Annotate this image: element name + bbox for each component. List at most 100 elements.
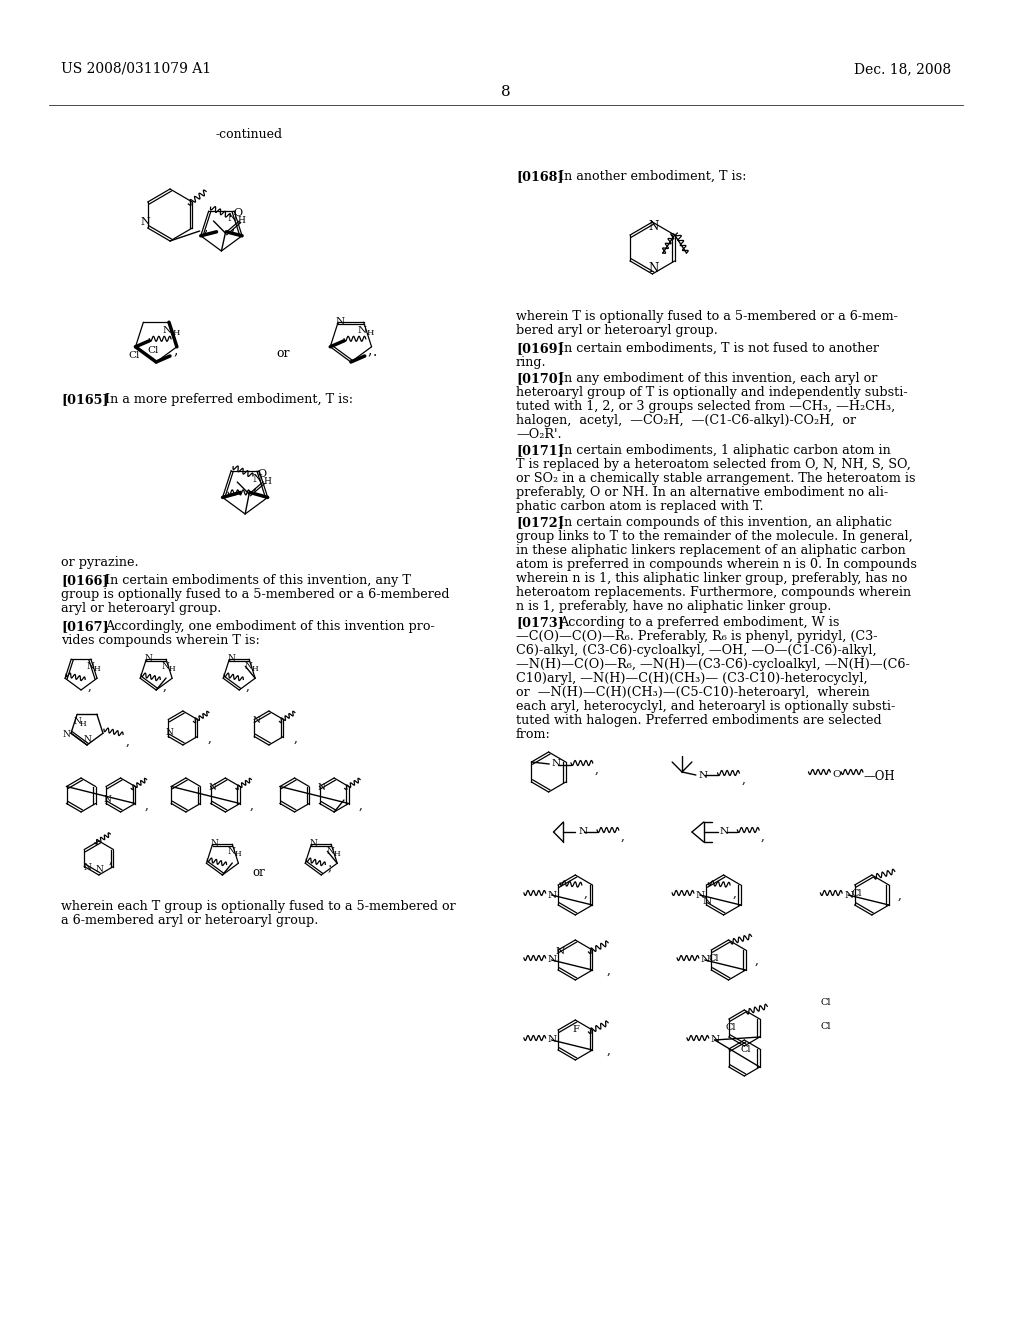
Text: Dec. 18, 2008: Dec. 18, 2008 xyxy=(854,62,951,77)
Text: ,: , xyxy=(163,680,167,693)
Text: ,: , xyxy=(253,479,257,492)
Text: bered aryl or heteroaryl group.: bered aryl or heteroaryl group. xyxy=(516,323,718,337)
Text: N: N xyxy=(165,729,173,737)
Text: ;: ; xyxy=(327,861,331,874)
Text: H: H xyxy=(169,665,175,673)
Text: N: N xyxy=(252,474,262,483)
Text: ,: , xyxy=(761,830,765,843)
Text: -continued: -continued xyxy=(215,128,283,141)
Text: H: H xyxy=(93,665,100,673)
Text: ,: , xyxy=(203,220,208,234)
Text: N: N xyxy=(227,847,236,857)
Text: halogen,  acetyl,  —CO₂H,  —(C1-C6-alkyl)-CO₂H,  or: halogen, acetyl, —CO₂H, —(C1-C6-alkyl)-C… xyxy=(516,414,856,426)
Text: tuted with halogen. Preferred embodiments are selected: tuted with halogen. Preferred embodiment… xyxy=(516,714,882,727)
Text: N: N xyxy=(252,715,260,725)
Text: H: H xyxy=(80,721,86,729)
Text: heteroatom replacements. Furthermore, compounds wherein: heteroatom replacements. Furthermore, co… xyxy=(516,586,911,599)
Text: H: H xyxy=(252,665,258,673)
Text: ,: , xyxy=(88,680,92,693)
Text: N: N xyxy=(62,730,70,739)
Text: O: O xyxy=(233,209,243,218)
Text: group is optionally fused to a 5-membered or a 6-membered: group is optionally fused to a 5-membere… xyxy=(61,587,450,601)
Text: N: N xyxy=(336,317,345,326)
Text: Cl: Cl xyxy=(820,998,830,1007)
Text: N: N xyxy=(96,866,103,874)
Text: Cl: Cl xyxy=(851,888,862,898)
Text: H: H xyxy=(238,216,245,226)
Text: ,: , xyxy=(897,888,901,902)
Text: In certain embodiments, 1 aliphatic carbon atom in: In certain embodiments, 1 aliphatic carb… xyxy=(559,444,891,457)
Text: N: N xyxy=(357,326,367,335)
Text: H: H xyxy=(367,329,375,337)
Text: ,: , xyxy=(368,343,372,356)
Text: tuted with 1, 2, or 3 groups selected from —CH₃, —H₂CH₃,: tuted with 1, 2, or 3 groups selected fr… xyxy=(516,400,895,413)
Text: [0168]: [0168] xyxy=(516,170,563,183)
Text: N: N xyxy=(227,653,236,663)
Text: N: N xyxy=(211,838,218,847)
Text: N: N xyxy=(579,828,588,837)
Text: ,: , xyxy=(126,735,130,748)
Text: ,: , xyxy=(293,731,297,744)
Text: atom is preferred in compounds wherein n is 0. In compounds: atom is preferred in compounds wherein n… xyxy=(516,558,916,572)
Text: 8: 8 xyxy=(502,84,511,99)
Text: ,: , xyxy=(606,964,610,977)
Text: a 6-membered aryl or heteroaryl group.: a 6-membered aryl or heteroaryl group. xyxy=(61,913,318,927)
Text: or SO₂ in a chemically stable arrangement. The heteroatom is: or SO₂ in a chemically stable arrangemen… xyxy=(516,473,915,484)
Text: aryl or heteroaryl group.: aryl or heteroaryl group. xyxy=(61,602,221,615)
Text: H: H xyxy=(263,477,271,486)
Text: —N(H)—C(O)—R₆, —N(H)—(C3-C6)-cycloalkyl, —N(H)—(C6-: —N(H)—C(O)—R₆, —N(H)—(C3-C6)-cycloalkyl,… xyxy=(516,657,909,671)
Text: ,: , xyxy=(207,731,211,744)
Text: ,: , xyxy=(595,763,599,776)
Text: or pyrazine.: or pyrazine. xyxy=(61,556,139,569)
Text: N: N xyxy=(309,838,317,847)
Text: N: N xyxy=(73,717,81,726)
Text: —C(O)—C(O)—R₆. Preferably, R₆ is phenyl, pyridyl, (C3-: —C(O)—C(O)—R₆. Preferably, R₆ is phenyl,… xyxy=(516,630,878,643)
Text: preferably, O or NH. In an alternative embodiment no ali-: preferably, O or NH. In an alternative e… xyxy=(516,486,888,499)
Text: [0167]: [0167] xyxy=(61,620,109,634)
Text: ,: , xyxy=(755,954,758,968)
Text: ,: , xyxy=(584,887,588,900)
Text: N: N xyxy=(209,783,217,792)
Text: Cl: Cl xyxy=(147,346,159,355)
Text: N: N xyxy=(548,1035,557,1044)
Text: N: N xyxy=(702,896,712,906)
Text: H: H xyxy=(234,850,242,858)
Text: or  —N(H)—C(H)(CH₃)—(C5-C10)-heteroaryl,  wherein: or —N(H)—C(H)(CH₃)—(C5-C10)-heteroaryl, … xyxy=(516,686,869,700)
Text: N: N xyxy=(83,863,91,873)
Text: Cl: Cl xyxy=(820,1022,830,1031)
Text: In another embodiment, T is:: In another embodiment, T is: xyxy=(559,170,746,183)
Text: N: N xyxy=(327,847,334,857)
Text: [0172]: [0172] xyxy=(516,516,564,529)
Text: ,: , xyxy=(621,830,625,843)
Text: ,: , xyxy=(741,774,745,785)
Text: ,: , xyxy=(109,853,113,866)
Text: In certain compounds of this invention, an aliphatic: In certain compounds of this invention, … xyxy=(559,516,893,529)
Text: wherein n is 1, this aliphatic linker group, preferably, has no: wherein n is 1, this aliphatic linker gr… xyxy=(516,572,907,585)
Text: N: N xyxy=(141,216,151,227)
Text: In certain embodiments, T is not fused to another: In certain embodiments, T is not fused t… xyxy=(559,342,880,355)
Text: —OH: —OH xyxy=(864,770,896,783)
Text: [0165]: [0165] xyxy=(61,393,109,407)
Text: Accordingly, one embodiment of this invention pro-: Accordingly, one embodiment of this inve… xyxy=(104,620,434,634)
Text: N: N xyxy=(144,653,153,663)
Text: In a more preferred embodiment, T is:: In a more preferred embodiment, T is: xyxy=(104,393,353,407)
Text: N: N xyxy=(720,828,729,837)
Text: phatic carbon atom is replaced with T.: phatic carbon atom is replaced with T. xyxy=(516,500,764,513)
Text: .: . xyxy=(373,345,377,359)
Text: —O₂R'.: —O₂R'. xyxy=(516,428,561,441)
Text: N: N xyxy=(548,891,557,899)
Text: H: H xyxy=(172,329,179,337)
Text: vides compounds wherein T is:: vides compounds wherein T is: xyxy=(61,634,260,647)
Text: N: N xyxy=(551,759,560,768)
Text: or: or xyxy=(276,347,290,360)
Text: ,: , xyxy=(145,799,148,812)
Text: Cl: Cl xyxy=(740,1045,751,1053)
Text: N: N xyxy=(86,663,94,672)
Text: N: N xyxy=(696,891,705,899)
Text: ,: , xyxy=(246,680,250,693)
Text: ring.: ring. xyxy=(516,356,547,370)
Text: [0173]: [0173] xyxy=(516,616,564,630)
Text: ,: , xyxy=(732,887,736,900)
Text: from:: from: xyxy=(516,729,551,741)
Text: Cl: Cl xyxy=(129,351,140,360)
